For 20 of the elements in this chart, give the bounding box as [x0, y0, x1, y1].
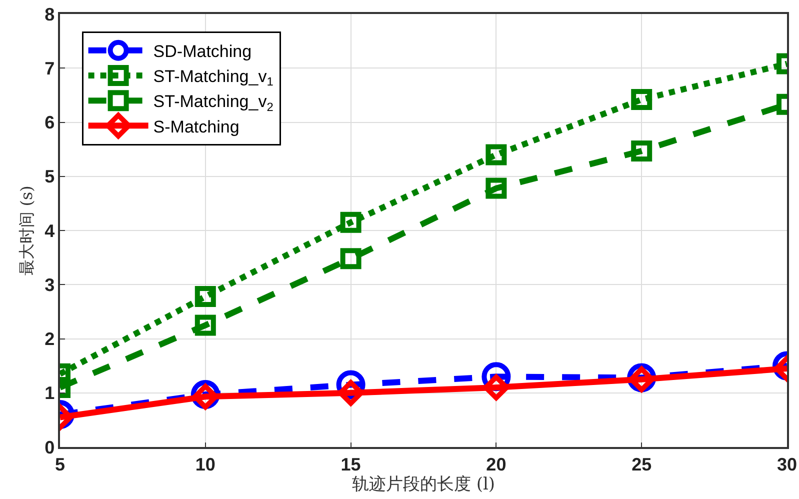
legend-label: ST-Matching_v$_{2}$: [153, 92, 274, 114]
x-axis-title: 轨迹片段的长度 (l): [352, 474, 496, 494]
y-axis-title: 最大时间 (s): [17, 186, 36, 276]
y-tick-label: 2: [44, 329, 55, 350]
y-tick-label: 6: [44, 112, 55, 133]
x-tick-label: 20: [486, 454, 506, 474]
y-tick-label: 7: [44, 58, 55, 78]
legend-label: SD-Matching: [153, 42, 252, 61]
y-tick-label: 5: [44, 166, 55, 187]
x-tick-label: 15: [340, 454, 361, 474]
y-tick-label: 1: [44, 383, 55, 404]
legend-label: ST-Matching_v$_{1}$: [153, 67, 274, 89]
x-tick-label: 30: [776, 454, 798, 474]
y-tick-label: 3: [44, 274, 55, 295]
x-tick-label: 25: [632, 454, 652, 474]
x-tick-label: 10: [195, 454, 216, 474]
y-tick-label: 8: [44, 4, 55, 24]
y-tick-label: 4: [44, 220, 55, 241]
y-tick-label: 0: [44, 437, 55, 458]
legend-label: S-Matching: [153, 117, 240, 136]
